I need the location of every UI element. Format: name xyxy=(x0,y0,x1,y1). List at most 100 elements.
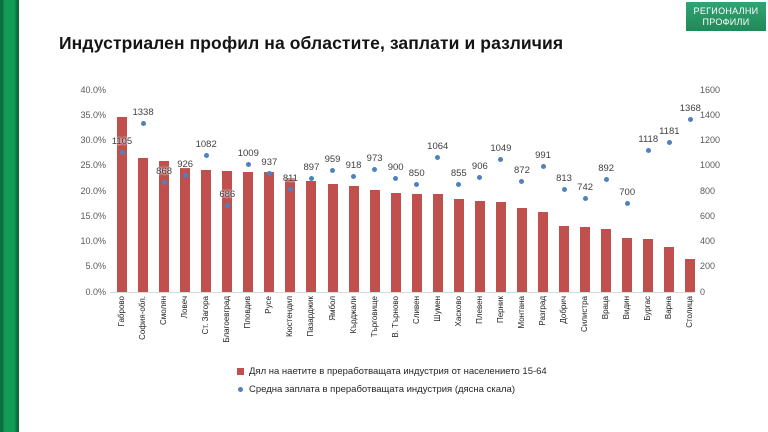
right-axis-tick-label: 1600 xyxy=(700,84,721,95)
bar-Смолян xyxy=(159,160,170,292)
category-label-Бургас: Бургас xyxy=(643,296,653,321)
bar-Добрич xyxy=(559,226,570,292)
legend-label-scatter-series: Средна заплата в преработващата индустри… xyxy=(249,384,515,395)
scatter-dot-Ямбол xyxy=(330,168,335,174)
scatter-data-label-Пазарджик: 897 xyxy=(303,162,320,174)
bar-Столица xyxy=(685,258,696,292)
scatter-data-label-Столица: 1368 xyxy=(679,102,701,114)
category-label-Варна: Варна xyxy=(664,296,674,320)
left-axis-tick-label: 15.0% xyxy=(80,210,106,221)
category-label-Ловеч: Ловеч xyxy=(180,296,190,319)
scatter-dot-Габрово xyxy=(119,149,125,155)
scatter-dot-Добрич xyxy=(561,186,567,192)
scatter-dot-Сливен xyxy=(414,182,420,188)
scatter-data-label-Видин: 700 xyxy=(619,187,636,199)
left-axis-tick-label: 0.0% xyxy=(85,286,106,297)
scatter-dot-Русе xyxy=(266,171,272,177)
bar-В. Търново xyxy=(390,192,401,292)
scatter-dot-Кюстендил xyxy=(287,187,293,193)
bar-Благоевград xyxy=(222,171,233,292)
scatter-data-label-Силистра: 742 xyxy=(577,181,594,193)
scatter-data-label-Плевен: 906 xyxy=(471,161,488,173)
scatter-data-label-Добрич: 813 xyxy=(556,172,572,184)
scatter-dot-Търговище xyxy=(372,166,378,172)
scatter-dot-Силистра xyxy=(582,195,588,201)
right-axis-tick-label: 1000 xyxy=(700,160,721,171)
bar-Кюстендил xyxy=(285,177,296,292)
bar-Разград xyxy=(538,211,548,292)
scatter-dot-Варна xyxy=(666,140,672,146)
left-axis-tick-label: 10.0% xyxy=(80,236,106,246)
scatter-dot-Видин xyxy=(624,201,630,207)
scatter-data-label-Кърджали: 918 xyxy=(345,159,362,171)
category-label-Ст. Загора: Ст. Загора xyxy=(201,296,211,335)
scatter-dot-Пазарджик xyxy=(308,176,314,182)
scatter-dot-София-обл. xyxy=(140,120,146,126)
bar-Плевен xyxy=(474,200,485,292)
category-label-Враца: Враца xyxy=(601,296,611,320)
scatter-dot-Ст. Загора xyxy=(203,152,209,158)
scatter-data-label-Монтана: 872 xyxy=(514,165,530,177)
scatter-data-label-Ст. Загора: 1082 xyxy=(195,138,217,150)
bar-Габрово xyxy=(117,117,127,292)
scatter-data-label-Варна: 1181 xyxy=(659,126,680,138)
bar-Бургас xyxy=(643,239,654,292)
scatter-data-label-Враца: 892 xyxy=(598,162,615,174)
scatter-data-label-Хасково: 855 xyxy=(450,167,467,179)
scatter-data-label-Бургас: 1118 xyxy=(638,134,659,146)
category-label-Добрич: Добрич xyxy=(559,296,569,324)
regional-profiles-badge: РЕГИОНАЛНИ ПРОФИЛИ xyxy=(686,2,766,31)
right-axis-tick-label: 0 xyxy=(700,286,706,297)
bar-Силистра xyxy=(580,226,591,292)
left-axis-tick-label: 35.0% xyxy=(80,109,106,120)
chart-legend: Дял на наетите в преработващата индустри… xyxy=(237,366,547,402)
bar-Сливен xyxy=(411,193,422,292)
scatter-data-label-София-обл.: 1338 xyxy=(132,106,154,118)
scatter-dot-Пловдив xyxy=(245,162,251,168)
bar-Пазарджик xyxy=(306,180,317,292)
bar-Хасково xyxy=(453,199,464,292)
left-axis-tick-label: 30.0% xyxy=(80,135,106,145)
bar-Враца xyxy=(601,229,612,292)
scatter-data-label-Шумен: 1064 xyxy=(427,141,449,153)
scatter-data-label-Габрово: 1105 xyxy=(111,135,133,147)
category-label-Смолян: Смолян xyxy=(159,296,169,325)
scatter-dot-Перник xyxy=(498,157,504,163)
right-axis-tick-label: 400 xyxy=(700,236,716,246)
category-label-Благоевград: Благоевград xyxy=(222,296,232,343)
scatter-data-label-Разград: 991 xyxy=(535,150,551,162)
left-axis-tick-label: 20.0% xyxy=(80,185,106,196)
legend-item-scatter-series: Средна заплата в преработващата индустри… xyxy=(237,384,547,395)
category-label-Габрово: Габрово xyxy=(117,296,126,327)
scatter-dot-В. Търново xyxy=(393,175,399,181)
right-axis-tick-label: 1400 xyxy=(700,109,721,120)
scatter-dot-Столица xyxy=(687,116,693,122)
left-axis-tick-label: 25.0% xyxy=(80,160,106,171)
x-axis-line xyxy=(110,292,694,293)
scatter-data-label-Ловеч: 926 xyxy=(177,158,194,170)
left-green-stripe xyxy=(0,0,19,432)
right-axis-tick-label: 200 xyxy=(700,261,716,272)
badge-line-2: ПРОФИЛИ xyxy=(702,16,750,27)
scatter-data-label-Смолян: 868 xyxy=(156,165,173,177)
scatter-data-label-Перник: 1049 xyxy=(490,143,512,155)
bar-Шумен xyxy=(432,194,443,292)
scatter-dot-Плевен xyxy=(477,175,483,181)
scatter-data-label-Търговище: 973 xyxy=(366,152,383,164)
scatter-dot-Благоевград xyxy=(224,202,230,208)
left-axis-tick-label: 40.0% xyxy=(80,84,106,95)
bar-Търговище xyxy=(369,189,380,292)
scatter-data-label-Ямбол: 959 xyxy=(324,154,341,166)
bar-series-marker-icon xyxy=(237,368,244,375)
scatter-dot-Шумен xyxy=(435,155,441,161)
scatter-data-label-Кюстендил: 811 xyxy=(282,173,298,185)
badge-line-1: РЕГИОНАЛНИ xyxy=(693,5,759,16)
bar-Перник xyxy=(495,201,506,292)
scatter-dot-Хасково xyxy=(456,181,462,187)
bar-Видин xyxy=(622,237,633,292)
bar-София-обл. xyxy=(138,157,149,292)
bar-Кърджали xyxy=(348,185,359,292)
legend-label-bar-series: Дял на наетите в преработващата индустри… xyxy=(249,366,547,377)
scatter-data-label-Благоевград: 686 xyxy=(219,188,236,200)
